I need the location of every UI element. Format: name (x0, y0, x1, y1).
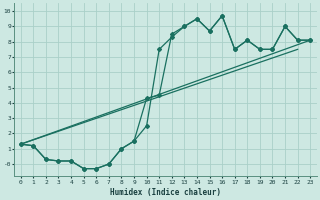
X-axis label: Humidex (Indice chaleur): Humidex (Indice chaleur) (110, 188, 221, 197)
